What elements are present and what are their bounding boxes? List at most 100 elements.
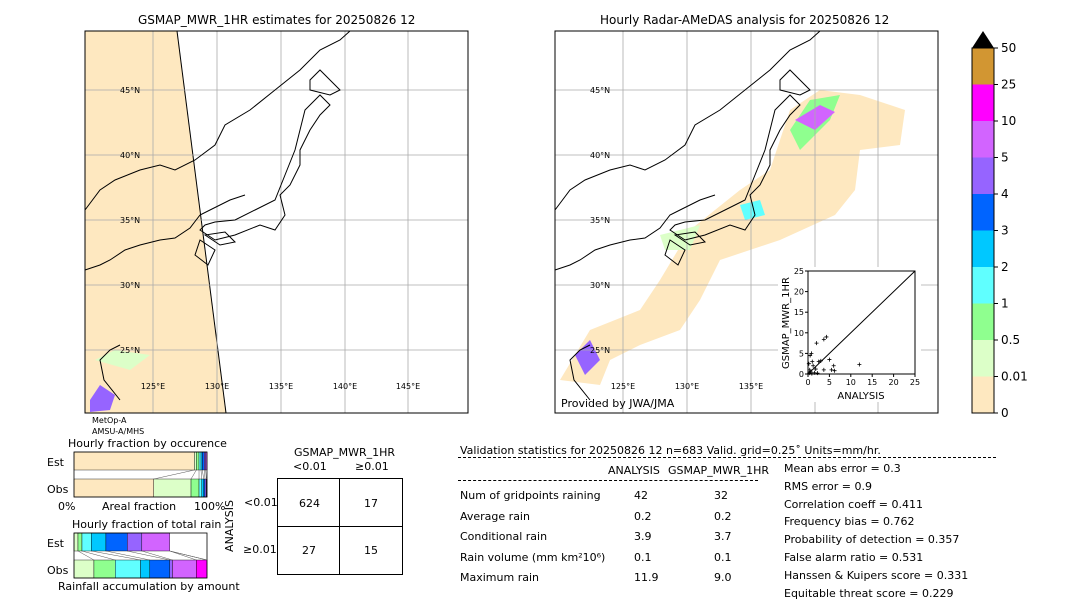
rain-patch	[95, 350, 150, 370]
colorbar-segment	[972, 194, 994, 231]
colorbar-segment	[972, 303, 994, 340]
val-score: Hanssen & Kuipers score = 0.331	[784, 568, 969, 582]
colorbar-segment	[972, 157, 994, 194]
lon-label: 130°E	[675, 382, 699, 391]
ct-cell: 15	[364, 544, 378, 557]
scatter-x-tick-label: 20	[889, 378, 899, 387]
scatter-point	[831, 363, 836, 368]
rain-patch	[90, 385, 115, 412]
lon-label: 135°E	[739, 382, 763, 391]
scatter-diagonal	[807, 270, 916, 375]
divider	[278, 526, 402, 527]
credit-text: Provided by JWA/JMA	[561, 397, 675, 410]
val-row-analysis: 0.2	[634, 509, 652, 523]
occurrence-est-segment	[73, 451, 195, 471]
left-map-frame	[84, 30, 469, 414]
ct-col-title: GSMAP_MWR_1HR	[294, 446, 396, 459]
occurrence-est-segment	[202, 451, 205, 471]
total-rain-obs-segment	[169, 559, 173, 579]
val-row-gsmap: 9.0	[714, 571, 732, 584]
scatter-point	[809, 371, 814, 376]
occurrence-connector	[153, 469, 195, 480]
lat-label: 25°N	[590, 346, 610, 355]
colorbar-extend-arrow	[972, 31, 994, 48]
val-score: Frequency bias = 0.762	[784, 515, 915, 529]
scatter-point	[821, 337, 826, 342]
scatter-point	[809, 351, 814, 356]
total-rain-est-segment	[81, 532, 92, 552]
occurrence-obs-segment	[73, 478, 155, 498]
occurrence-obs-segment	[201, 478, 204, 498]
occurrence-est-segment	[198, 451, 202, 471]
occ-xlabel: Areal fraction	[102, 500, 177, 513]
val-score: Correlation coeff = 0.411	[784, 497, 923, 511]
colorbar-segment	[972, 48, 994, 85]
lat-label: 30°N	[120, 281, 140, 290]
total-rain-obs-segment	[149, 559, 170, 579]
ct-row-title: ANALYSIS	[223, 500, 236, 552]
right-map-title: Hourly Radar-AMeDAS analysis for 2025082…	[600, 13, 890, 27]
lat-label: 40°N	[120, 151, 140, 160]
total-rain-obs-segment	[172, 559, 197, 579]
occ-x-max: 100%	[194, 500, 226, 513]
colorbar-segment	[972, 340, 994, 377]
ct-cell: 624	[299, 497, 320, 510]
colorbar-segment	[972, 121, 994, 158]
total-rain-est-segment	[73, 532, 79, 552]
colorbar-segment	[972, 230, 994, 267]
scatter-y-tick-label: 15	[794, 308, 804, 317]
colorbar-tick-label: 1	[1001, 297, 1009, 311]
left-coastline	[84, 30, 351, 401]
scatter-xlabel: ANALYSIS	[837, 391, 884, 402]
occ-x-min: 0%	[58, 500, 76, 513]
right-map-frame	[554, 30, 939, 414]
lon-label: 140°E	[333, 382, 357, 391]
rain-patch	[740, 200, 765, 220]
occurrence-obs-segment	[190, 478, 200, 498]
scatter-point	[814, 341, 819, 346]
occurrence-est-segment	[196, 451, 200, 471]
colorbar-segment	[972, 376, 994, 413]
total-rain-connector	[105, 550, 150, 561]
scatter-point	[813, 367, 818, 372]
scatter-point	[827, 357, 832, 362]
val-row-gsmap: 0.2	[714, 509, 732, 523]
colorbar-tick-label: 0	[1001, 406, 1009, 420]
scatter-x-tick-label: 10	[846, 378, 856, 387]
left-map-swath	[85, 31, 226, 413]
scatter-point	[818, 358, 823, 363]
divider	[458, 480, 758, 481]
scatter-point	[808, 353, 813, 358]
lat-label: 40°N	[590, 151, 610, 160]
swath-edge	[176, 30, 227, 414]
rain-patch	[575, 340, 600, 375]
ct-row-label-2: ≥0.01	[243, 543, 277, 556]
ct-cell: 17	[364, 497, 378, 510]
lat-label: 25°N	[120, 346, 140, 355]
scatter-y-tick-label: 25	[794, 267, 804, 276]
total-rain-connector	[141, 550, 173, 561]
val-score: Mean abs error = 0.3	[784, 462, 901, 475]
right-coastline	[554, 30, 821, 401]
total-rain-obs-segment	[140, 559, 151, 579]
val-row-label: Rain volume (mm km²10⁶)	[460, 550, 606, 564]
rain-xlabel: Rainfall accumulation by amount	[58, 580, 240, 593]
lat-label: 45°N	[120, 86, 140, 95]
total-rain-connector	[91, 550, 141, 561]
ct-row-label-1: <0.01	[244, 496, 278, 509]
val-col-gsmap: GSMAP_MWR_1HR	[668, 464, 770, 477]
val-score: False alarm ratio = 0.531	[784, 551, 924, 564]
val-row-label: Maximum rain	[460, 571, 539, 584]
val-row-analysis: 0.1	[634, 550, 652, 564]
scatter-point	[812, 370, 817, 375]
total-rain-est-segment	[105, 532, 128, 552]
validation-header: Validation statistics for 20250826 12 n=…	[460, 444, 881, 457]
contingency-table: 624 17 27 15	[277, 478, 403, 575]
scatter-x-tick-label: 0	[805, 378, 810, 387]
lon-label: 125°E	[611, 382, 635, 391]
lon-label: 135°E	[269, 382, 293, 391]
left-map-title: GSMAP_MWR_1HR estimates for 20250826 12	[138, 13, 416, 27]
occurrence-connector	[205, 469, 207, 480]
